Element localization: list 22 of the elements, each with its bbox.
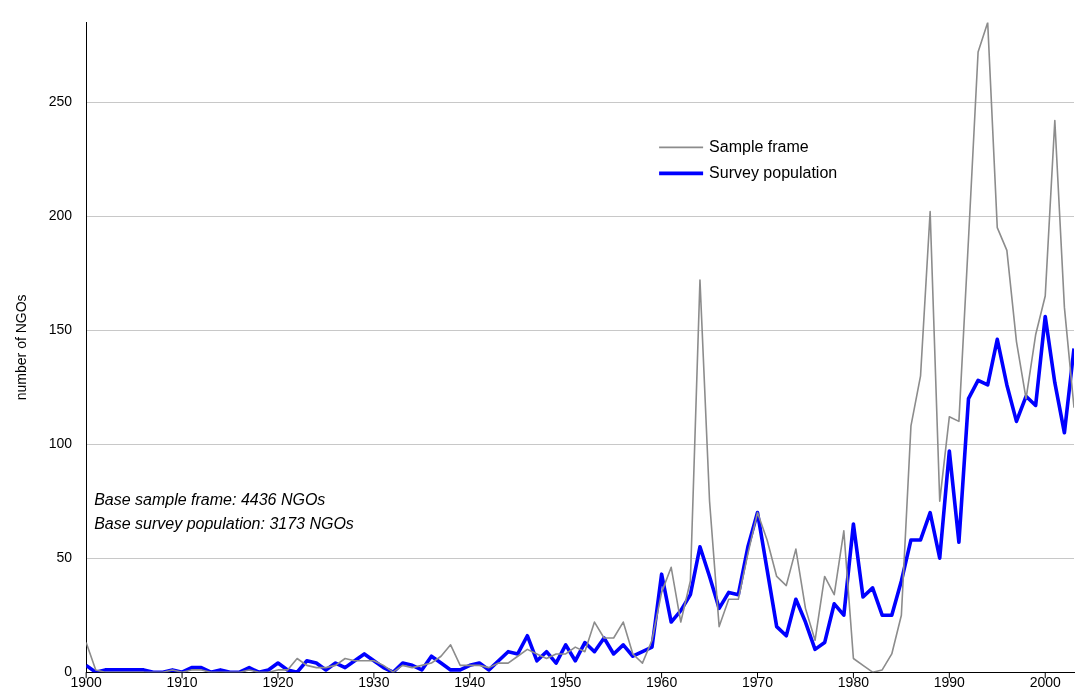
legend-label: Survey population [709,163,838,181]
x-tick-label: 1950 [550,674,582,691]
y-tick-label: 200 [48,207,73,224]
legend-label: Sample frame [709,137,809,155]
x-tick-label: 1980 [837,674,870,691]
x-tick-label: 1990 [933,674,966,691]
annotation: Base survey population: 3173 NGOs [94,514,354,532]
x-tick-label: 1900 [70,674,102,691]
x-tick-label: 1960 [646,674,678,691]
x-tick-label: 1920 [262,674,294,691]
y-tick-label: 100 [48,435,73,452]
x-tick-label: 1970 [741,674,774,691]
y-tick-label: 150 [48,321,73,338]
y-tick-label: 250 [48,93,73,110]
x-tick-label: 1910 [166,674,198,691]
x-tick-label: 2000 [1029,674,1062,691]
y-tick-label: 0 [64,663,73,680]
y-tick-label: 50 [56,549,73,566]
x-tick-label: 1930 [358,674,390,691]
annotation: Base sample frame: 4436 NGOs [94,490,326,508]
y-axis-title: number of NGOs [13,294,30,401]
x-tick-label: 1940 [454,674,486,691]
